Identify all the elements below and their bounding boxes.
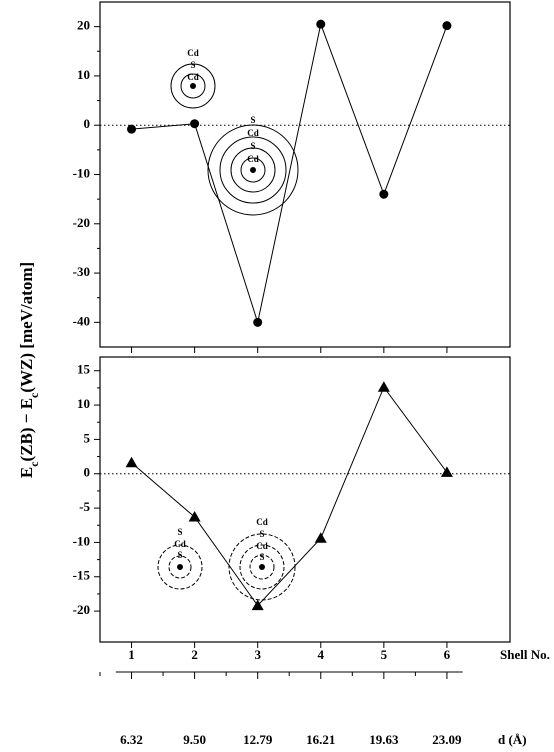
shell-ring xyxy=(180,73,206,99)
plot-frame xyxy=(99,356,511,643)
x-tick-label: 4 xyxy=(318,647,325,662)
atom-label: Cd xyxy=(247,154,259,164)
marker xyxy=(377,381,390,392)
shell-ring xyxy=(219,136,287,204)
marker xyxy=(188,511,201,522)
x2-tick-label: 12.79 xyxy=(243,732,273,747)
marker xyxy=(125,456,138,468)
x2-tick-label: 19.63 xyxy=(369,732,399,747)
y-axis-label: Ec(ZB) − Ec(WZ) [meV/atom] xyxy=(17,262,41,478)
center-atom xyxy=(190,83,196,89)
y-axis-label-part: c xyxy=(27,461,41,467)
y-axis-label-part: (WZ) [meV/atom] xyxy=(17,262,36,393)
y-tick-label: 5 xyxy=(84,430,91,445)
y-tick-label: 15 xyxy=(77,362,91,377)
atom-label: S xyxy=(259,552,264,562)
y-tick-label: -5 xyxy=(79,499,90,514)
y-axis-label-part: E xyxy=(17,467,36,478)
atom-label: Cd xyxy=(187,72,199,82)
y-tick-label: -20 xyxy=(73,602,90,617)
atom-label: Cd xyxy=(256,517,268,527)
atom-label: S xyxy=(190,60,195,70)
marker xyxy=(127,124,137,134)
data-line xyxy=(131,386,448,607)
x-axis-label: Shell No. xyxy=(500,647,550,662)
plot-frame xyxy=(99,1,511,348)
shell-ring xyxy=(249,554,275,580)
y-tick-label: -10 xyxy=(73,165,90,180)
marker xyxy=(314,532,327,543)
marker xyxy=(316,19,326,29)
marker xyxy=(190,119,200,129)
marker xyxy=(440,466,453,477)
data-line xyxy=(131,22,448,325)
y-tick-label: -20 xyxy=(73,215,90,230)
atom-label: S xyxy=(250,115,255,125)
x-tick-label: 2 xyxy=(191,647,198,662)
x-tick-label: 6 xyxy=(444,647,451,662)
x2-tick-label: 9.50 xyxy=(183,732,206,747)
shell-ring xyxy=(228,533,296,601)
y-tick-label: 0 xyxy=(84,116,91,131)
y-tick-label: -15 xyxy=(73,568,91,583)
x2-tick-label: 23.09 xyxy=(432,732,462,747)
y-tick-label: 20 xyxy=(77,18,90,33)
x2-axis-label: d (Å) xyxy=(498,732,527,747)
shell-ring xyxy=(170,63,216,109)
shell-ring xyxy=(230,147,276,193)
y-tick-label: -30 xyxy=(73,264,90,279)
y-tick-label: 0 xyxy=(84,465,91,480)
atom-label: Cd xyxy=(174,539,186,549)
shell-ring xyxy=(207,124,299,216)
center-atom xyxy=(259,564,265,570)
y-tick-label: 10 xyxy=(77,67,90,82)
center-atom xyxy=(177,564,183,570)
atom-label: S xyxy=(259,529,264,539)
y-tick-label: -40 xyxy=(73,313,90,328)
y-tick-label: -10 xyxy=(73,533,90,548)
x-tick-label: 3 xyxy=(254,647,261,662)
y-axis-label-part: (ZB) − E xyxy=(17,398,36,462)
x2-tick-label: 6.32 xyxy=(120,732,143,747)
shell-ring xyxy=(239,544,285,590)
y-axis-label-part: c xyxy=(27,392,41,398)
x-tick-label: 5 xyxy=(381,647,388,662)
x-tick-label: 1 xyxy=(128,647,135,662)
marker xyxy=(253,317,263,327)
atom-label: S xyxy=(250,141,255,151)
shell-ring xyxy=(157,544,203,590)
marker xyxy=(442,21,452,31)
y-tick-label: 10 xyxy=(77,396,90,411)
marker xyxy=(251,599,264,611)
atom-label: Cd xyxy=(256,541,268,551)
atom-label: S xyxy=(177,527,182,537)
atom-label: Cd xyxy=(187,48,199,58)
atom-label: S xyxy=(177,550,182,560)
marker xyxy=(379,189,389,199)
atom-label: Cd xyxy=(247,128,259,138)
shell-ring xyxy=(240,157,266,183)
center-atom xyxy=(250,167,256,173)
shell-ring xyxy=(168,555,192,579)
x2-tick-label: 16.21 xyxy=(306,732,335,747)
